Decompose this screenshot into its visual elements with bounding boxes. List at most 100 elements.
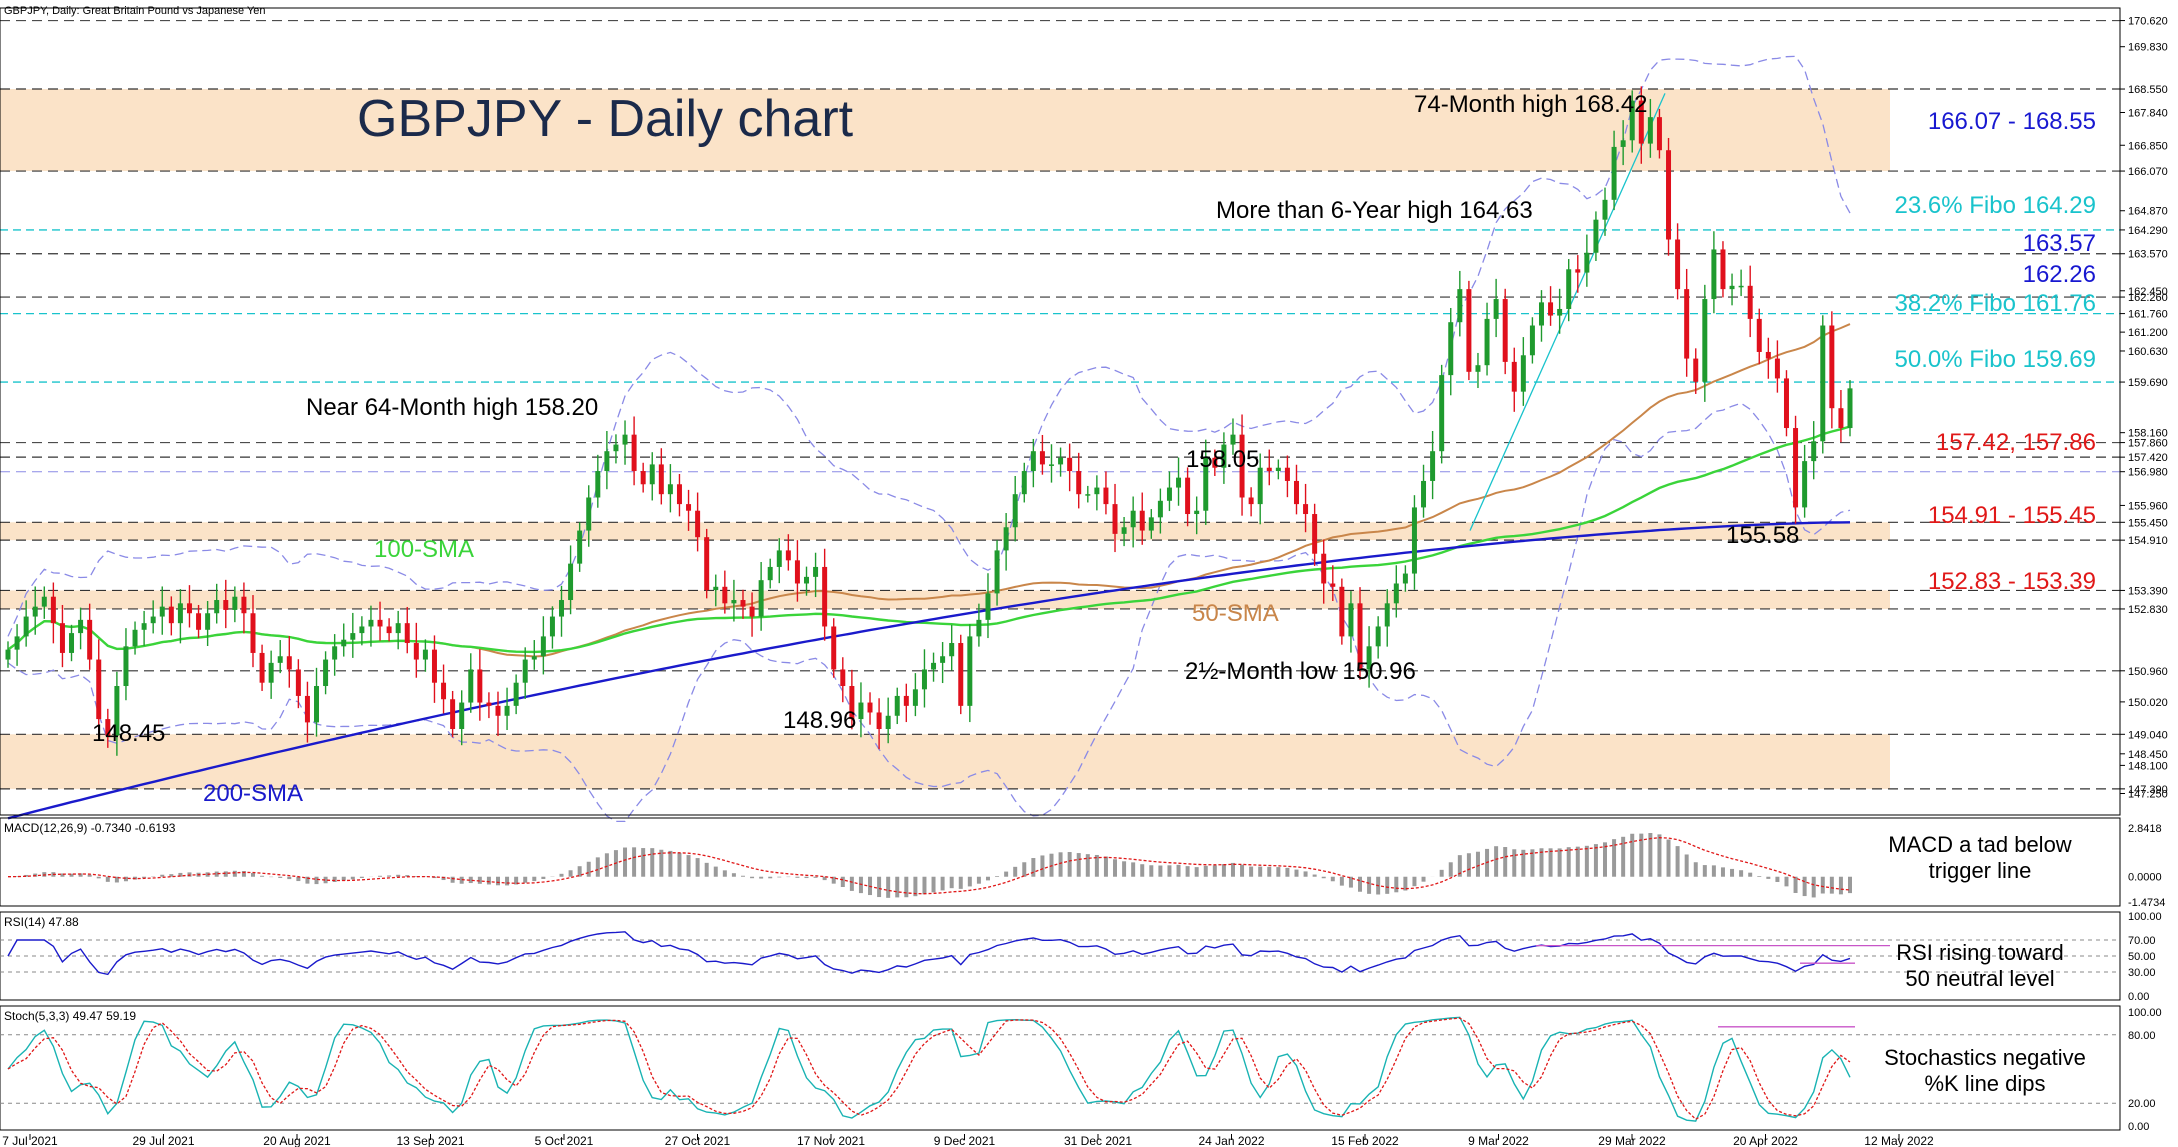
candle-body [540, 636, 546, 657]
rsi-y-label: 30.00 [2128, 967, 2156, 979]
candle-body [1030, 451, 1036, 472]
candle-body [1593, 219, 1599, 253]
candle-body [885, 715, 891, 730]
y-tick-label: 161.200 [2128, 327, 2168, 339]
candle-body [1430, 451, 1436, 481]
stoch-y-label: 0.00 [2128, 1121, 2149, 1133]
candle-body [794, 560, 800, 584]
candle-body [132, 629, 138, 647]
candle-body [1239, 434, 1245, 498]
candle-body [332, 646, 338, 660]
candle-body [304, 695, 310, 723]
candle-body [1203, 457, 1209, 511]
candle-body [1357, 603, 1363, 670]
rsi-y-label: 70.00 [2128, 935, 2156, 947]
candle-body [1448, 322, 1454, 376]
y-tick-label: 154.910 [2128, 535, 2168, 547]
candle-body [1411, 507, 1417, 574]
candle-body [1702, 299, 1708, 382]
candle-body [1039, 451, 1045, 465]
candle-body [958, 643, 964, 706]
x-tick-label: 9 Mar 2022 [1468, 1134, 1529, 1147]
candle-body [32, 606, 38, 617]
zone-0 [0, 89, 1890, 172]
candle-body [676, 484, 682, 505]
candle-body [186, 603, 192, 614]
candle-body [1720, 249, 1726, 290]
candle-body [1348, 603, 1354, 637]
y-tick-label: 170.620 [2128, 16, 2168, 28]
symbol-header: GBPJPY, Daily: Great Britain Pound vs Ja… [4, 5, 266, 17]
candle-body [1684, 289, 1690, 359]
fibo-trendline [1469, 93, 1666, 531]
main-title: GBPJPY - Daily chart [357, 90, 854, 148]
macd-title: MACD(12,26,9) -0.7340 -0.6193 [4, 821, 176, 835]
rsi-y-label: 0.00 [2128, 991, 2149, 1003]
candle-body [96, 659, 102, 720]
candle-body [1647, 117, 1653, 144]
candle-body [268, 662, 274, 683]
candle-body [867, 702, 873, 713]
candle-body [976, 619, 982, 637]
candle-body [649, 464, 655, 485]
candle-body [1230, 434, 1236, 445]
candle-body [5, 649, 11, 660]
candle-body [196, 613, 202, 630]
candle-body [1529, 325, 1535, 356]
candle-body [23, 616, 29, 637]
candle-body [431, 649, 437, 683]
candle-body [522, 659, 528, 683]
y-tick-label: 156.980 [2128, 467, 2168, 479]
candle-body [1602, 199, 1608, 220]
candle-body [568, 563, 574, 601]
fibo-label-236: 23.6% Fibo 164.29 [1895, 192, 2096, 219]
rsi-y-label: 100.00 [2128, 911, 2162, 923]
candle-body [404, 623, 410, 644]
candle-body [903, 695, 909, 706]
stoch-annotation-1: Stochastics negative [1884, 1045, 2086, 1070]
candle-body [1284, 467, 1290, 481]
zone-label-top: 166.07 - 168.55 [1928, 108, 2096, 135]
stoch-d-line [7, 1017, 1851, 1120]
candle-body [1248, 497, 1254, 505]
annotation-6y-high: More than 6-Year high 164.63 [1216, 197, 1533, 224]
candle-body [549, 616, 555, 637]
candle-body [1520, 355, 1526, 392]
candle-body [531, 656, 537, 660]
y-tick-label: 148.450 [2128, 749, 2168, 761]
candle-body [785, 550, 791, 561]
zone-2 [0, 590, 1890, 609]
annotation-155-58: 155.58 [1726, 522, 1799, 549]
price-pane-frame [0, 7, 2121, 816]
annotation-148-96: 148.96 [783, 707, 856, 734]
candle-body [1765, 351, 1771, 359]
candle-body [259, 652, 265, 683]
candle-body [1493, 299, 1499, 319]
candle-body [205, 613, 211, 630]
fibo-label-500: 50.0% Fibo 159.69 [1895, 346, 2096, 373]
sma-100-label: 100-SMA [374, 536, 474, 563]
rsi-y-label: 50.00 [2128, 951, 2156, 963]
y-tick-label: 155.960 [2128, 500, 2168, 512]
candle-body [1747, 285, 1753, 319]
y-tick-label: 152.830 [2128, 604, 2168, 616]
candle-body [477, 669, 483, 703]
y-tick-label: 150.960 [2128, 666, 2168, 678]
candle-body [1538, 302, 1544, 326]
candle-body [695, 510, 701, 538]
candle-body [1638, 100, 1644, 144]
macd-y-label: 0.0000 [2128, 872, 2162, 884]
x-tick-label: 17 Nov 2021 [797, 1134, 865, 1147]
candle-body [1130, 510, 1136, 528]
y-tick-label: 157.420 [2128, 452, 2168, 464]
candle-body [1012, 494, 1018, 528]
y-tick-label: 161.760 [2128, 309, 2168, 321]
candle-body [1502, 299, 1508, 362]
candle-body [1194, 510, 1200, 515]
x-tick-label: 29 Jul 2021 [132, 1134, 194, 1147]
candle-body [1675, 239, 1681, 290]
zone-label-152: 152.83 - 153.39 [1928, 568, 2096, 595]
candle-body [740, 600, 746, 607]
candle-body [586, 497, 592, 531]
